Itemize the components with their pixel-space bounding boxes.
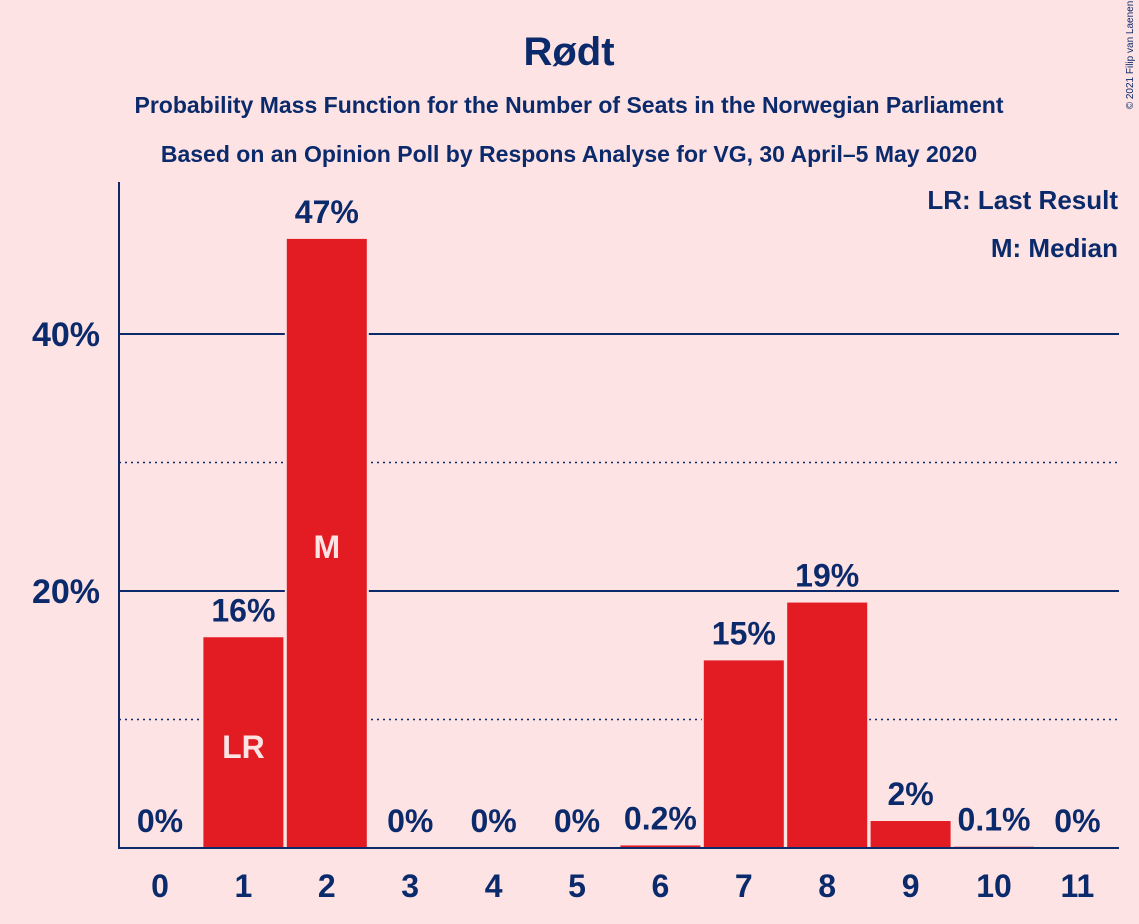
y-axis-ticks: 20% 40% xyxy=(32,316,100,611)
data-label: 2% xyxy=(887,776,933,812)
legend-last-result: LR: Last Result xyxy=(927,185,1118,215)
data-label: 15% xyxy=(712,615,776,651)
data-label: 47% xyxy=(295,194,359,230)
data-label: 0% xyxy=(1054,803,1100,839)
y-tick-label: 40% xyxy=(32,316,100,354)
last-result-marker: LR xyxy=(222,729,265,765)
legend-median: M: Median xyxy=(991,233,1118,263)
x-axis-ticks: 0 1 2 3 4 5 6 7 8 9 10 11 xyxy=(151,868,1094,904)
x-tick-label: 10 xyxy=(976,868,1012,904)
data-labels: 0% 16% 47% 0% 0% 0% 0.2% 15% 19% 2% 0.1% 0% LR M xyxy=(137,194,1101,839)
x-tick-label: 3 xyxy=(401,868,419,904)
x-tick-label: 11 xyxy=(1060,868,1094,904)
x-tick-label: 2 xyxy=(318,868,336,904)
chart-title: Rødt xyxy=(523,30,614,74)
data-label: 0.2% xyxy=(624,800,697,836)
x-tick-label: 9 xyxy=(902,868,920,904)
bar xyxy=(286,238,367,848)
x-tick-label: 6 xyxy=(652,868,670,904)
chart-subtitle-poll: Based on an Opinion Poll by Respons Anal… xyxy=(161,141,977,167)
data-label: 0% xyxy=(387,803,433,839)
y-tick-label: 20% xyxy=(32,573,100,611)
bar xyxy=(787,602,868,848)
x-tick-label: 0 xyxy=(151,868,169,904)
data-label: 0% xyxy=(554,803,600,839)
median-marker: M xyxy=(313,529,340,565)
bars xyxy=(201,238,1036,848)
chart-subtitle: Probability Mass Function for the Number… xyxy=(134,92,1003,118)
data-label: 0% xyxy=(470,803,516,839)
x-tick-label: 8 xyxy=(818,868,836,904)
x-tick-label: 5 xyxy=(568,868,586,904)
bar xyxy=(870,821,951,848)
x-tick-label: 1 xyxy=(235,868,253,904)
x-tick-label: 7 xyxy=(735,868,753,904)
bar xyxy=(620,845,701,848)
data-label: 19% xyxy=(795,558,859,594)
bar xyxy=(703,660,784,848)
x-tick-label: 4 xyxy=(485,868,503,904)
data-label: 0.1% xyxy=(958,802,1031,838)
bar xyxy=(203,637,284,848)
copyright-notice: © 2021 Filip van Laenen xyxy=(1125,1,1136,110)
data-label: 0% xyxy=(137,803,183,839)
data-label: 16% xyxy=(211,592,275,628)
